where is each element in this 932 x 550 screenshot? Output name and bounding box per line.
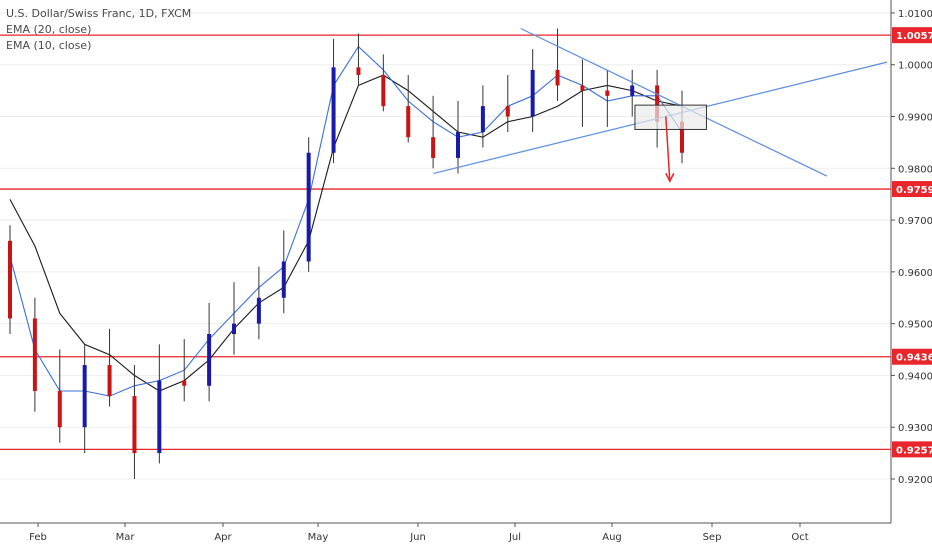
candle-down — [32, 318, 37, 391]
price-tag-bg — [892, 181, 932, 198]
ema20-line — [9, 74, 683, 392]
horizontal-levels — [0, 34, 891, 451]
candle-down — [680, 121, 684, 153]
price-tag-label: 1.00571 — [896, 31, 932, 42]
candle-up — [281, 261, 286, 298]
price-tick-label: 1.01000 — [898, 9, 932, 20]
candle-up — [157, 380, 162, 454]
price-tag-bg — [892, 348, 932, 365]
candle-down — [182, 380, 187, 386]
grid-layer — [0, 12, 891, 480]
candle-down — [505, 106, 510, 117]
candle-down — [431, 137, 436, 158]
time-tick-label: Jul — [508, 532, 521, 543]
time-tick-label: Aug — [602, 532, 622, 543]
candle-down — [356, 67, 361, 76]
trendline — [520, 27, 828, 177]
candle-up — [630, 85, 635, 96]
candle-down — [605, 90, 610, 96]
candle-down — [406, 106, 411, 138]
ema10-line — [9, 45, 683, 397]
time-tick-label: Feb — [29, 532, 47, 543]
candle-up — [306, 152, 311, 262]
ema20-legend: EMA (20, close) — [6, 23, 92, 36]
candle-up — [530, 69, 535, 117]
time-tick-label: Mar — [116, 532, 136, 543]
candle-up — [331, 67, 336, 153]
price-tag-bg — [892, 27, 932, 44]
price-tag-label: 0.94361 — [896, 353, 932, 364]
price-tag-label: 0.97599 — [896, 185, 932, 196]
time-tick-label: Jun — [409, 532, 426, 543]
symbol-title: U.S. Dollar/Swiss Franc, 1D, FXCM — [6, 7, 192, 20]
candle-down — [555, 69, 560, 86]
time-tick-label: Oct — [791, 532, 808, 543]
candle-down — [8, 240, 12, 319]
candle-up — [232, 323, 236, 334]
candle-up — [256, 297, 261, 324]
ema10-legend: EMA (10, close) — [6, 39, 92, 52]
candle-down — [381, 75, 386, 107]
candle-up — [480, 106, 485, 133]
price-tag-bg — [892, 441, 932, 458]
candle-down — [655, 85, 660, 122]
candle-down — [580, 85, 585, 91]
projection-arrow-head — [665, 172, 675, 183]
ema-lines — [9, 45, 683, 397]
time-axis[interactable]: Feb Mar Apr May Jun Jul Aug Sep Oct — [29, 523, 809, 543]
candle-up — [456, 132, 460, 158]
time-tick-label: Apr — [214, 532, 232, 543]
time-tick-label: Sep — [703, 532, 722, 543]
candle-up — [207, 333, 212, 386]
projection-arrow-shaft — [665, 116, 671, 182]
candle-down — [57, 390, 62, 428]
candle-up — [82, 365, 87, 428]
consolidation-box — [634, 104, 707, 130]
drawing-annotations — [433, 27, 888, 183]
price-tag-label: 0.92572 — [896, 445, 932, 456]
chart-legend: U.S. Dollar/Swiss Franc, 1D, FXCM EMA (2… — [6, 6, 191, 54]
candle-down — [107, 365, 112, 397]
price-tags: 1.00571 0.97599 0.94361 0.92572 — [892, 27, 932, 458]
time-tick-label: May — [308, 532, 329, 543]
candle-down — [132, 396, 137, 454]
price-tick-label: 0.92000 — [898, 475, 932, 486]
candlesticks — [8, 28, 684, 479]
